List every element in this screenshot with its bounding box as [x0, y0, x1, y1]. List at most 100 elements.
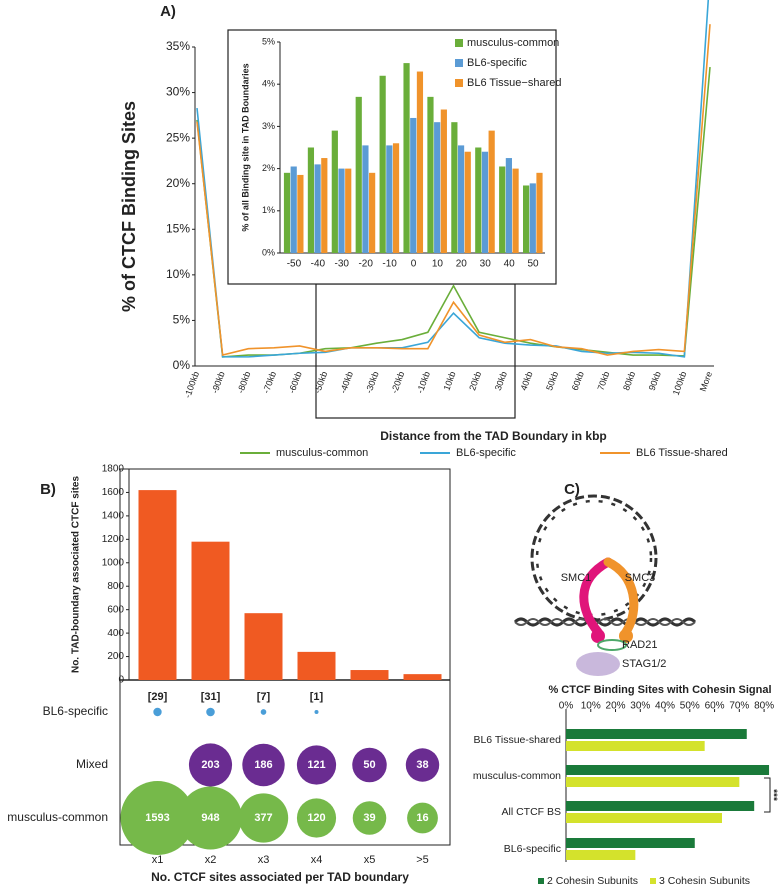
x-tick-label: -50kb: [312, 370, 329, 395]
x-tick-label: -70kb: [261, 370, 278, 395]
bar: [321, 158, 328, 253]
x-tick-label: 70%: [729, 701, 749, 712]
zoom-box: [315, 283, 516, 419]
y-tick-label: 400: [107, 628, 124, 639]
bar: [434, 122, 441, 254]
y-tick-label: 0%: [262, 247, 275, 257]
row-label: musculus-common: [7, 810, 108, 824]
x-tick-label: 20kb: [467, 370, 483, 392]
y-tick-label: 1200: [102, 534, 125, 545]
diagram-label: SMC3: [625, 572, 656, 584]
bar: [488, 130, 495, 253]
x-tick-label: -10: [382, 259, 397, 270]
x-tick-label: 50kb: [544, 370, 560, 392]
x-tick-label: 30kb: [493, 370, 509, 392]
bubble-label: 50: [363, 759, 375, 771]
bar: [529, 183, 536, 253]
bar: [566, 838, 695, 848]
bar: [191, 541, 230, 680]
y-tick-label: 10%: [166, 267, 190, 281]
y-tick-label: 0%: [173, 358, 191, 372]
bar: [440, 109, 447, 254]
x-tick-label: x4: [311, 854, 323, 866]
bubble: [352, 801, 387, 835]
x-tick-label: x2: [205, 854, 217, 866]
y-tick-label: 30%: [166, 85, 190, 99]
bubble: [352, 747, 387, 783]
x-axis-label: No. CTCF sites associated per TAD bounda…: [151, 870, 409, 884]
bar: [523, 185, 530, 253]
y-tick-label: 1400: [102, 511, 125, 522]
bubble-label: 948: [201, 812, 219, 824]
y-tick-label: 4%: [262, 79, 275, 89]
bar: [331, 130, 338, 253]
x-tick-label: 50: [527, 259, 539, 270]
legend-label: musculus-common: [276, 447, 368, 459]
diagram-label: RAD21: [622, 639, 657, 651]
y-tick-label: BL6 Tissue-shared: [473, 734, 561, 746]
bubble-label: 186: [254, 759, 272, 771]
bubble-label: [7]: [257, 691, 271, 703]
y-tick-label: 1800: [102, 464, 125, 475]
x-tick-label: -30kb: [364, 370, 381, 395]
bar: [297, 174, 304, 253]
y-tick-label: 600: [107, 604, 124, 615]
y-tick-label: 5%: [173, 313, 191, 327]
bar: [427, 96, 434, 253]
x-tick-label: 80%: [754, 701, 774, 712]
bar: [379, 75, 386, 253]
bar: [499, 166, 506, 253]
x-tick-label: 70kb: [595, 370, 611, 392]
bubble-label: 120: [307, 812, 325, 824]
bubble: [238, 793, 289, 843]
x-tick-label: 30%: [630, 701, 650, 712]
bubble-label: 121: [307, 759, 325, 771]
bar: [403, 63, 410, 253]
y-tick-label: 1600: [102, 487, 125, 498]
legend-swatch: [455, 39, 463, 47]
x-tick-label: 50%: [680, 701, 700, 712]
x-tick-label: x5: [364, 854, 376, 866]
legend-label: BL6-specific: [456, 447, 516, 459]
bar: [138, 490, 177, 680]
bar: [481, 151, 489, 253]
bar: [403, 674, 442, 680]
bar: [307, 147, 315, 253]
x-tick-label: 80kb: [621, 370, 637, 392]
legend-label: BL6-specific: [467, 57, 527, 69]
bar: [457, 145, 465, 253]
y-axis-label: % of all Binding site in TAD Boundaries: [240, 63, 250, 231]
y-tick-label: 1000: [102, 557, 125, 568]
legend-label: BL6 Tissue−shared: [467, 77, 561, 89]
x-axis-label: Distance from the TAD Boundary in kbp: [380, 429, 606, 443]
significance-bracket: [764, 777, 771, 813]
annotation: ***: [767, 789, 778, 801]
chart-title: % CTCF Binding Sites with Cohesin Signal: [548, 684, 771, 696]
x-tick-label: 30: [480, 259, 492, 270]
y-tick-label: 200: [107, 651, 124, 662]
series-line: [196, 24, 711, 357]
bar: [350, 670, 389, 680]
bubble-label: [31]: [201, 691, 221, 703]
plot-frame: [119, 468, 451, 846]
x-tick-label: 0%: [559, 701, 574, 712]
legend-label: 2 Cohesin Subunits: [547, 875, 638, 887]
x-tick-label: More: [698, 370, 714, 393]
y-axis-label: % of CTCF Binding Sites: [119, 101, 139, 312]
cohesin-diagram: [513, 494, 697, 676]
bubble-label: 203: [201, 759, 219, 771]
bar: [566, 741, 705, 751]
bubble: [242, 743, 285, 787]
y-tick-label: 25%: [166, 130, 190, 144]
x-tick-label: 40%: [655, 701, 675, 712]
bubble-label: 377: [254, 812, 272, 824]
x-tick-label: 40: [504, 259, 516, 270]
bar: [464, 151, 471, 253]
bar: [314, 164, 321, 253]
bar: [505, 158, 512, 253]
bar: [536, 172, 543, 253]
bar: [290, 166, 297, 253]
x-tick-label: 10kb: [442, 370, 458, 392]
x-tick-label: 100kb: [671, 370, 689, 396]
bar: [338, 168, 345, 253]
